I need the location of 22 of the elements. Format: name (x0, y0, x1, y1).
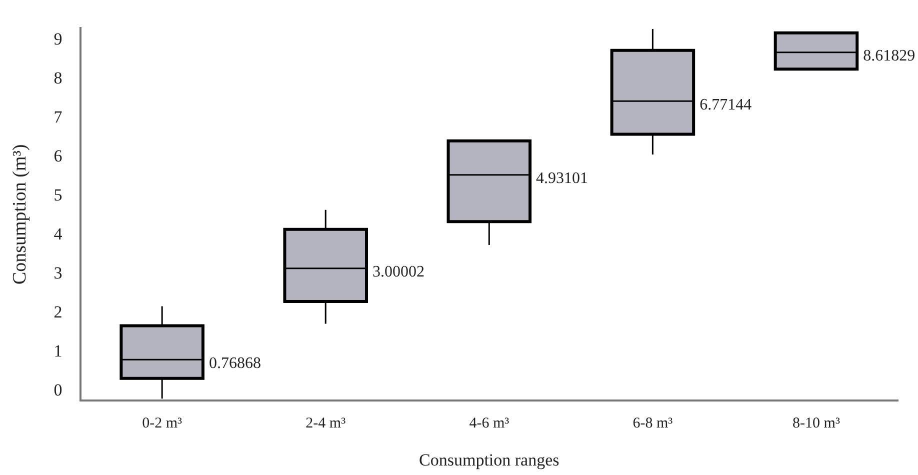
x-tick-label: 0-2 m³ (142, 416, 183, 432)
y-tick-label: 3 (54, 263, 62, 282)
x-tick-label: 6-8 m³ (632, 416, 674, 432)
y-tick-label: 0 (54, 380, 62, 400)
y-axis-title: Consumption (m³) (9, 144, 30, 285)
y-tick-label: 5 (54, 185, 62, 204)
y-tick-label: 8 (54, 68, 62, 88)
x-tick-label: 2-4 m³ (306, 416, 346, 432)
y-tick-label: 1 (54, 341, 62, 360)
x-tick-label: 4-6 m³ (469, 416, 510, 432)
y-tick-label: 6 (54, 146, 62, 166)
y-tick-label: 4 (54, 224, 63, 244)
annotation: 4.93101 (536, 170, 588, 188)
annotation: 6.77144 (700, 96, 752, 114)
x-axis-title: Consumption ranges (419, 450, 560, 470)
annotation: 3.00002 (372, 264, 424, 281)
annotation: 8.61829 (863, 48, 916, 65)
annotation: 0.76868 (208, 354, 261, 372)
y-tick-label: 7 (54, 107, 63, 126)
x-tick-label: 8-10 m³ (792, 416, 840, 432)
y-tick-label: 2 (54, 302, 62, 322)
y-tick-label: 9 (54, 29, 62, 48)
